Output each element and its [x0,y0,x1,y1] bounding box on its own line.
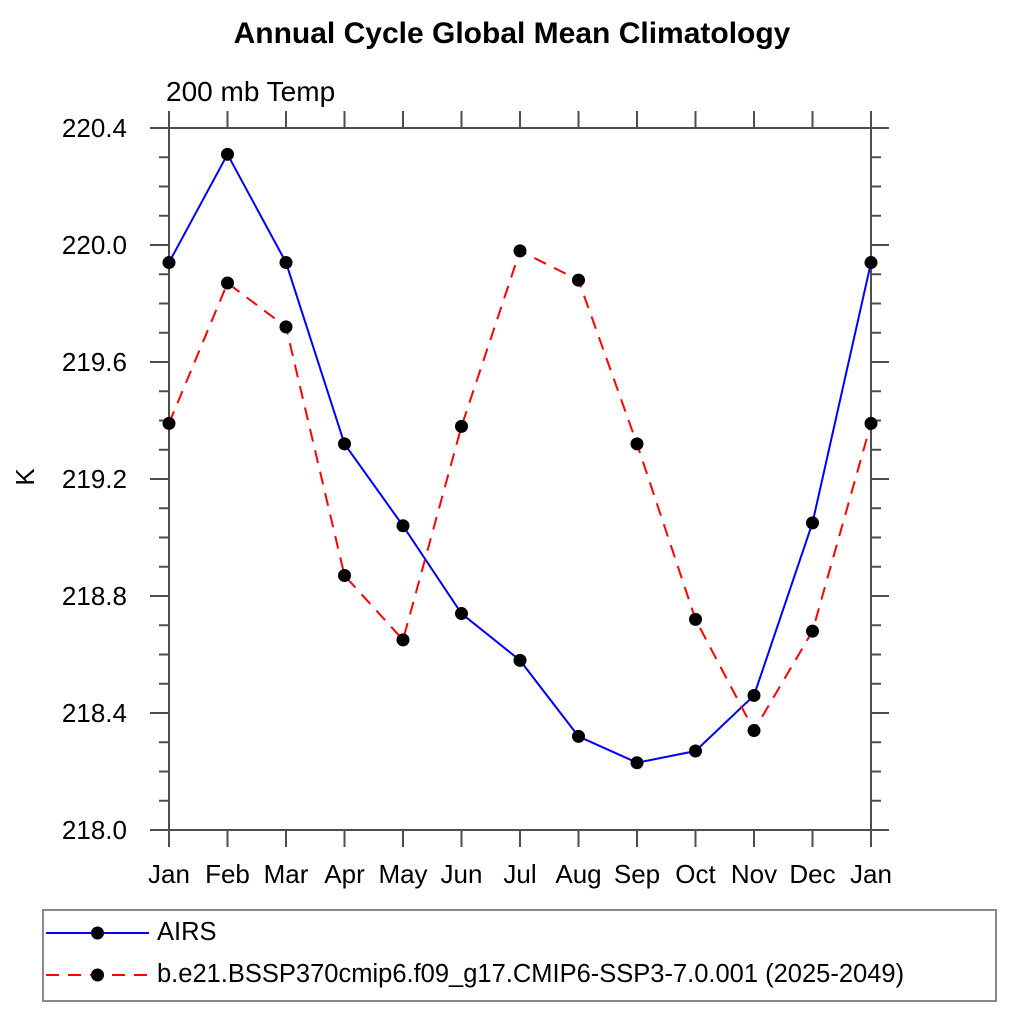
airs-marker-apr-3 [338,437,351,451]
legend-label-airs: AIRS [157,918,217,946]
airs-line-sample-icon [46,926,149,939]
model-marker-may-4 [396,633,410,647]
x-tick-label: Aug [555,859,601,889]
airs-marker-jan-12 [864,256,878,270]
x-tick-label: Oct [675,859,716,889]
legend-box: AIRS b.e21.BSSP370cmip6.f09_g17.CMIP6-SS… [42,909,997,1002]
model-marker-oct-9 [689,612,702,626]
legend-marker [91,926,104,939]
airs-marker-jun-5 [455,607,468,621]
x-tick-label: Jul [503,859,536,889]
airs-marker-nov-10 [747,688,761,702]
airs-marker-sep-8 [630,756,644,770]
model-marker-dec-11 [806,624,819,638]
airs-marker-feb-1 [221,147,234,161]
airs-marker-may-4 [396,519,410,533]
airs-marker-aug-7 [572,729,585,743]
plot-area: 218.0 218.4 218.8 219.2 219.6 220.0 220.4 Jan Fe… [62,111,892,889]
airs-marker-jul-6 [513,653,527,667]
y-tick-label: 220.4 [62,113,127,143]
legend-marker [91,968,104,981]
x-tick-label: Jan [148,859,190,889]
x-tick-label: Jan [850,859,892,889]
x-tick-label: May [378,859,427,889]
model-marker-apr-3 [338,569,351,583]
legend-item-model: b.e21.BSSP370cmip6.f09_g17.CMIP6-SSP3-7.… [44,953,995,996]
x-tick-label: Nov [731,859,777,889]
model-marker-mar-2 [279,320,293,334]
y-tick-label: 219.2 [62,464,127,494]
model-marker-sep-8 [630,437,644,451]
model-marker-jul-6 [513,244,527,258]
airs-marker-mar-2 [279,256,293,270]
x-tick-label: Mar [264,859,309,889]
x-tick-label: Dec [789,859,835,889]
y-tick-label: 218.4 [62,698,127,728]
model-line-sample-icon [46,968,149,981]
airs-marker-oct-9 [689,744,702,758]
y-tick-label: 219.6 [62,347,127,377]
model-marker-nov-10 [747,724,761,738]
legend-item-airs: AIRS [44,911,995,954]
y-tick-label: 220.0 [62,230,127,260]
y-tick-label: 218.8 [62,581,127,611]
x-tick-label: Sep [614,859,660,889]
airs-marker-dec-11 [806,516,819,530]
model-marker-jun-5 [455,419,468,433]
x-tick-label: Feb [205,859,250,889]
x-tick-label: Apr [324,859,365,889]
airs-marker-jan-0 [162,256,176,270]
model-marker-aug-7 [572,273,585,287]
chart-subtitle: 200 mb Temp [166,76,336,107]
axis-frame [168,127,872,831]
legend-label-model: b.e21.BSSP370cmip6.f09_g17.CMIP6-SSP3-7.… [157,960,905,988]
y-tick-label: 218.0 [62,815,127,845]
model-marker-jan-0 [162,416,176,430]
x-tick-label: Jun [441,859,483,889]
chart-title: Annual Cycle Global Mean Climatology [233,17,791,50]
model-marker-jan-12 [864,416,878,430]
model-marker-feb-1 [221,276,234,290]
